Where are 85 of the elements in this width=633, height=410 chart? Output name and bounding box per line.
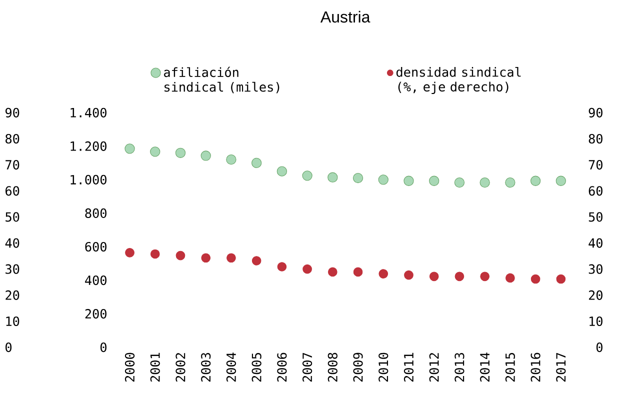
y3-tick-label: 60 [6, 186, 20, 196]
y2-tick-label: 40 [588, 238, 602, 248]
x-tick-label: 2002 [176, 353, 186, 382]
legend-label: afiliación sindical (miles) [164, 66, 280, 94]
y3-tick-label: 70 [6, 160, 20, 170]
y2-tick-label: 20 [588, 290, 602, 300]
point [506, 273, 515, 283]
point [480, 177, 490, 188]
x-tick-label: 2004 [226, 352, 236, 382]
y-tick-label: 1.400 [70, 108, 106, 118]
point [176, 250, 186, 260]
point [530, 176, 541, 186]
point [277, 262, 287, 272]
y2-tick-label: 0 [596, 342, 602, 352]
y2-tick-label: 90 [588, 108, 602, 118]
x-tick-label: 2010 [378, 352, 388, 382]
y2-tick-label: 60 [588, 186, 602, 196]
point [226, 154, 236, 165]
x-tick-label: 2006 [277, 352, 287, 382]
y3-tick-label: 40 [5, 238, 20, 248]
y2-tick-label: 30 [588, 264, 602, 274]
point [352, 172, 364, 184]
x-tick-label: 2014 [480, 352, 490, 382]
point [328, 172, 338, 182]
y-tick-label: 400 [85, 275, 106, 286]
x-tick-label: 2000 [124, 352, 135, 382]
y2-tick-label: 80 [588, 134, 602, 144]
chart-title: Austria [320, 10, 370, 23]
point [429, 272, 439, 282]
point [125, 248, 134, 258]
y3-tick-label: 10 [6, 316, 20, 326]
y3-tick-label: 50 [6, 212, 20, 222]
x-tick-label: 2009 [353, 352, 363, 382]
y3-tick-label: 30 [6, 264, 20, 274]
x-tick-label: 2017 [556, 352, 566, 382]
point [530, 274, 540, 284]
point [404, 270, 414, 280]
point [378, 174, 388, 185]
point [429, 176, 440, 186]
y2-tick-label: 10 [590, 316, 602, 326]
point [150, 146, 160, 157]
point [378, 269, 388, 278]
y3-tick-label: 0 [6, 342, 12, 352]
point [302, 264, 312, 274]
x-tick-label: 2011 [404, 352, 414, 382]
x-tick-label: 2003 [201, 352, 211, 382]
x-tick-label: 2008 [328, 352, 338, 382]
y-tick-label: 0 [100, 342, 106, 352]
x-tick-label: 2013 [454, 352, 464, 382]
point [505, 177, 516, 188]
point [556, 274, 566, 284]
point [201, 253, 211, 263]
y-tick-label: 1.000 [70, 174, 106, 185]
point [556, 176, 566, 186]
point [404, 176, 414, 186]
x-tick-label: 2005 [252, 353, 262, 382]
y-tick-label: 200 [85, 308, 106, 319]
x-tick-label: 2001 [150, 352, 160, 382]
point [124, 144, 135, 154]
y-tick-label: 800 [85, 208, 106, 218]
point [226, 253, 236, 263]
point [454, 177, 465, 188]
y2-tick-label: 50 [588, 212, 602, 222]
x-tick-label: 2016 [530, 352, 540, 382]
point [252, 158, 262, 168]
point [200, 150, 211, 161]
point [353, 267, 363, 277]
point [302, 170, 312, 181]
y2-tick-label: 70 [588, 160, 602, 170]
point [276, 166, 287, 176]
x-tick-label: 2015 [505, 353, 515, 382]
point [480, 272, 490, 282]
x-tick-label: 2012 [429, 353, 439, 382]
point [252, 256, 262, 266]
y3-tick-label: 90 [6, 108, 20, 118]
legend-label: densidad sindical (%, eje derecho) [396, 66, 521, 94]
y-tick-label: 600 [85, 242, 106, 252]
point [328, 267, 338, 277]
y3-tick-label: 80 [6, 134, 20, 144]
y-tick-label: 1.200 [70, 141, 106, 151]
point [175, 148, 186, 158]
y3-tick-label: 20 [6, 290, 20, 300]
point [150, 249, 160, 259]
point [454, 272, 464, 282]
x-tick-label: 2007 [302, 352, 312, 382]
